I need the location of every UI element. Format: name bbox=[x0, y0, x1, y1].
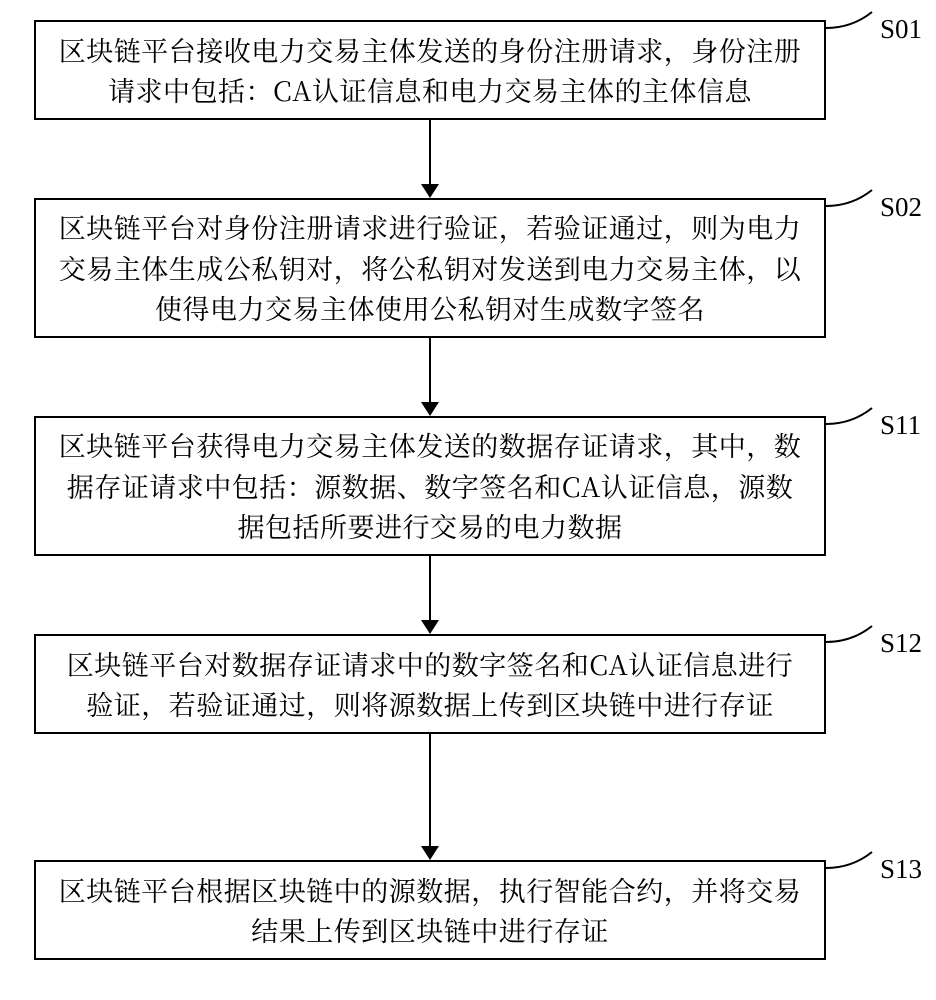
flow-step-s02: 区块链平台对身份注册请求进行验证，若验证通过，则为电力交易主体生成公私钥对，将公… bbox=[34, 198, 826, 338]
leader-line bbox=[822, 402, 892, 442]
leader-line bbox=[822, 184, 892, 224]
flow-step-text: 区块链平台接收电力交易主体发送的身份注册请求，身份注册请求中包括：CA认证信息和… bbox=[54, 30, 806, 111]
leader-line bbox=[822, 846, 892, 886]
leader-line bbox=[822, 620, 892, 660]
flow-step-s12: 区块链平台对数据存证请求中的数字签名和CA认证信息进行验证，若验证通过，则将源数… bbox=[34, 634, 826, 734]
flow-arrow bbox=[419, 338, 441, 418]
flow-step-text: 区块链平台根据区块链中的源数据，执行智能合约，并将交易结果上传到区块链中进行存证 bbox=[54, 870, 806, 951]
flow-step-s11: 区块链平台获得电力交易主体发送的数据存证请求，其中，数据存证请求中包括：源数据、… bbox=[34, 416, 826, 556]
flow-step-s13: 区块链平台根据区块链中的源数据，执行智能合约，并将交易结果上传到区块链中进行存证 bbox=[34, 860, 826, 960]
flow-step-text: 区块链平台对身份注册请求进行验证，若验证通过，则为电力交易主体生成公私钥对，将公… bbox=[54, 207, 806, 329]
leader-line bbox=[822, 6, 892, 46]
flowchart-canvas: 区块链平台接收电力交易主体发送的身份注册请求，身份注册请求中包括：CA认证信息和… bbox=[0, 0, 936, 1000]
flow-step-text: 区块链平台对数据存证请求中的数字签名和CA认证信息进行验证，若验证通过，则将源数… bbox=[54, 644, 806, 725]
flow-arrow bbox=[419, 734, 441, 862]
flow-arrow bbox=[419, 556, 441, 636]
flow-step-text: 区块链平台获得电力交易主体发送的数据存证请求，其中，数据存证请求中包括：源数据、… bbox=[54, 425, 806, 547]
flow-step-s01: 区块链平台接收电力交易主体发送的身份注册请求，身份注册请求中包括：CA认证信息和… bbox=[34, 20, 826, 120]
flow-arrow bbox=[419, 120, 441, 200]
